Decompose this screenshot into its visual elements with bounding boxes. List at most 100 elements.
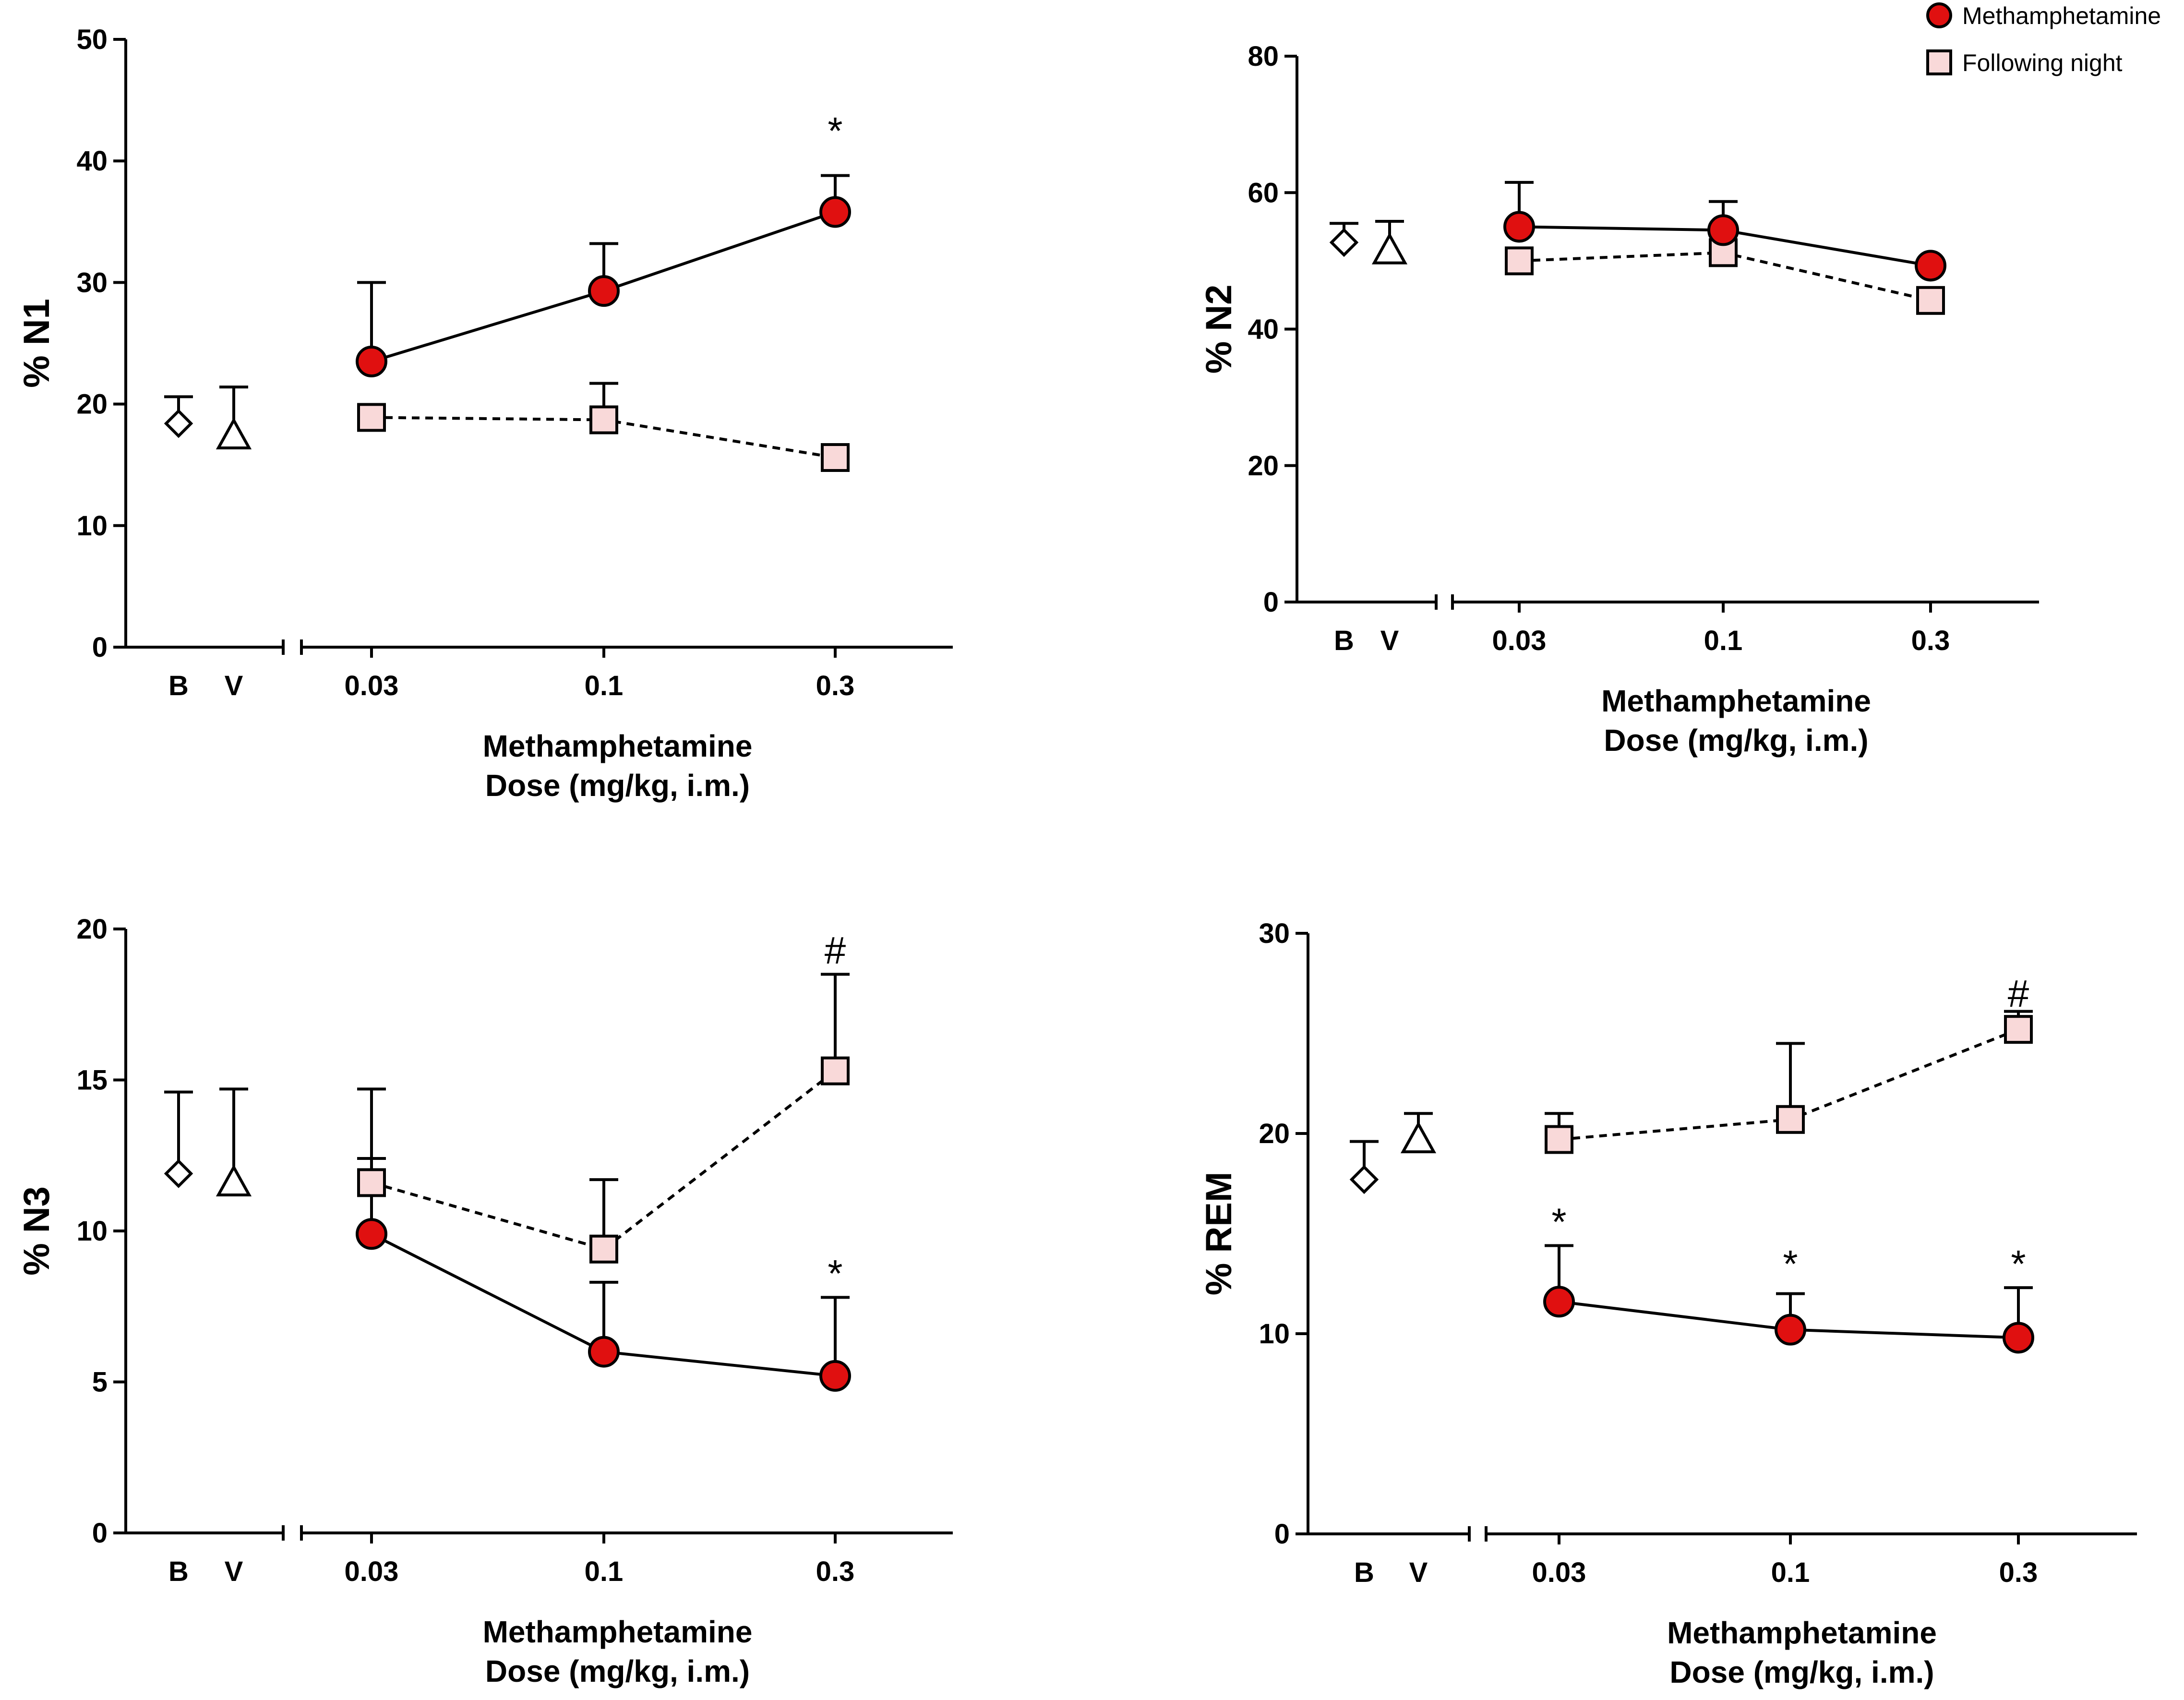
x-tick-label: 0.3 — [816, 670, 855, 701]
y-tick-label: 0 — [92, 1518, 108, 1549]
baseline-point — [164, 1159, 193, 1188]
legend-following-night-marker — [1926, 49, 1952, 75]
x-tick-label: B — [168, 1556, 189, 1587]
x-tick-label: 0.1 — [585, 1556, 624, 1587]
following-night-point — [357, 403, 386, 432]
methamphetamine-point — [2003, 1322, 2034, 1354]
x-axis-title-line1: Methamphetamine — [1601, 684, 1871, 718]
significance-marker: * — [2011, 1242, 2026, 1285]
following-night-point — [1505, 246, 1534, 276]
following-night-point — [589, 1234, 618, 1264]
following-night-point — [589, 405, 618, 434]
x-tick-label: 0.3 — [1911, 625, 1950, 656]
methamphetamine-point — [819, 196, 851, 228]
following-night-point — [1776, 1105, 1805, 1134]
legend-methamphetamine-label: Methamphetamine — [1962, 2, 2161, 29]
y-tick-label: 20 — [1259, 1118, 1290, 1149]
significance-marker: * — [1783, 1242, 1798, 1285]
panel-3: 0 5 10 15 20 B V 0.03 0.1 0.3 Methamphetamine Dose … — [16, 914, 953, 1688]
y-tick-label: 30 — [1259, 918, 1290, 949]
significance-marker: # — [825, 929, 846, 972]
following-night-point — [1545, 1125, 1573, 1154]
y-axis-title: % N1 — [16, 299, 57, 388]
vehicle-point — [216, 417, 252, 450]
x-tick-label: 0.3 — [1999, 1557, 2038, 1588]
methamphetamine-point — [588, 275, 620, 307]
baseline-point — [164, 409, 193, 438]
methamphetamine-point — [1915, 250, 1946, 282]
y-tick-label: 20 — [76, 914, 108, 945]
legend-methamphetamine-marker — [1926, 2, 1952, 28]
y-axis-title: % N2 — [1199, 285, 1239, 374]
x-axis-title-line2: Dose (mg/kg, i.m.) — [1604, 723, 1868, 758]
following-night-point — [821, 1056, 850, 1085]
y-axis-title: % REM — [1199, 1172, 1239, 1296]
x-tick-label: V — [225, 670, 243, 701]
following-night-point — [821, 443, 850, 472]
x-tick-label: B — [1334, 625, 1354, 656]
x-tick-label: B — [168, 670, 189, 701]
x-tick-label: 0.03 — [1532, 1557, 1586, 1588]
x-tick-label: 0.03 — [345, 670, 399, 701]
panel-1: 0 10 20 30 40 50 B V 0.03 0.1 0.3 Methamphetamine Do… — [16, 24, 953, 803]
y-tick-label: 20 — [76, 389, 108, 420]
panel-2: 0 20 40 60 80 B V 0.03 0.1 0.3 Methamphetamine Dose… — [1199, 41, 2039, 758]
x-axis-title-line1: Methamphetamine — [1667, 1616, 1937, 1650]
methamphetamine-point — [356, 1218, 387, 1250]
y-tick-label: 40 — [1248, 314, 1279, 345]
methamphetamine-point — [819, 1360, 851, 1392]
methamphetamine-point — [1775, 1314, 1806, 1346]
y-tick-label: 60 — [1248, 177, 1279, 208]
y-axis-title: % N3 — [16, 1186, 57, 1276]
x-axis-title-line1: Methamphetamine — [483, 729, 753, 763]
x-tick-label: 0.1 — [1704, 625, 1743, 656]
following-night-point — [2004, 1015, 2033, 1044]
baseline-point — [1349, 1165, 1379, 1194]
y-tick-label: 40 — [76, 145, 108, 177]
following-night-point — [1916, 286, 1945, 315]
significance-marker: * — [828, 1252, 842, 1295]
y-tick-label: 50 — [76, 24, 108, 55]
x-tick-label: B — [1354, 1557, 1374, 1588]
baseline-point — [1329, 228, 1359, 257]
x-tick-label: 0.3 — [816, 1556, 855, 1587]
vehicle-point — [1371, 232, 1408, 265]
x-tick-label: V — [1409, 1557, 1428, 1588]
methamphetamine-point — [1543, 1286, 1575, 1318]
y-tick-label: 10 — [76, 510, 108, 542]
x-axis-title-line2: Dose (mg/kg, i.m.) — [1669, 1655, 1934, 1689]
methamphetamine-point — [588, 1336, 620, 1368]
panel-4: 0 10 20 30 B V 0.03 0.1 0.3 Methamphetamine Dose (… — [1199, 918, 2137, 1689]
y-tick-label: 20 — [1248, 450, 1279, 482]
x-tick-label: V — [225, 1556, 243, 1587]
significance-marker: # — [2008, 972, 2029, 1015]
methamphetamine-point — [1707, 214, 1739, 246]
y-tick-label: 0 — [1274, 1519, 1290, 1550]
y-tick-label: 0 — [1263, 587, 1279, 618]
x-axis-title-line2: Dose (mg/kg, i.m.) — [485, 768, 750, 803]
y-tick-label: 5 — [92, 1367, 108, 1398]
y-tick-label: 10 — [1259, 1318, 1290, 1350]
significance-marker: * — [828, 109, 842, 152]
x-tick-label: V — [1380, 625, 1399, 656]
y-tick-label: 0 — [92, 632, 108, 663]
legend: Methamphetamine Following night — [1926, 2, 2161, 76]
y-tick-label: 80 — [1248, 41, 1279, 72]
vehicle-point — [216, 1164, 252, 1196]
legend-following-night-label: Following night — [1962, 49, 2123, 76]
following-night-line — [371, 1070, 836, 1251]
y-tick-label: 10 — [76, 1216, 108, 1247]
x-axis-title-line1: Methamphetamine — [483, 1615, 753, 1649]
x-tick-label: 0.1 — [585, 670, 624, 701]
methamphetamine-point — [356, 345, 387, 377]
x-tick-label: 0.1 — [1771, 1557, 1810, 1588]
y-tick-label: 15 — [76, 1065, 108, 1096]
x-tick-label: 0.03 — [1492, 625, 1547, 656]
methamphetamine-point — [1503, 211, 1535, 243]
vehicle-point — [1400, 1121, 1437, 1154]
significance-marker: * — [1551, 1200, 1566, 1243]
y-tick-label: 30 — [76, 267, 108, 298]
x-tick-label: 0.03 — [345, 1556, 399, 1587]
